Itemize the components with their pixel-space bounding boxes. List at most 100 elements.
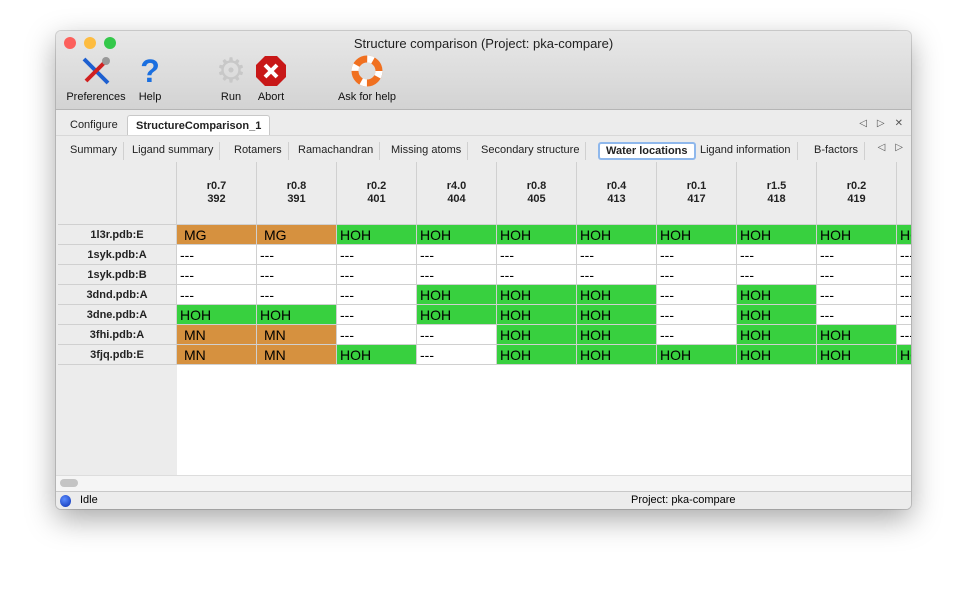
table-cell[interactable]: HOH: [497, 225, 577, 245]
run-button[interactable]: ⚙ Run: [214, 52, 248, 103]
table-cell[interactable]: HOH: [337, 345, 417, 365]
column-header[interactable]: r0.7 392: [177, 162, 257, 225]
table-cell[interactable]: MG: [177, 225, 257, 245]
table-cell[interactable]: HOH: [817, 345, 897, 365]
table-cell[interactable]: MN: [177, 325, 257, 345]
table-cell[interactable]: HOH: [737, 345, 817, 365]
zoom-window-button[interactable]: [104, 37, 116, 49]
column-header[interactable]: r4.0 404: [417, 162, 497, 225]
table-cell[interactable]: HOH: [897, 345, 911, 365]
table-cell[interactable]: ---: [657, 305, 737, 325]
table-cell[interactable]: HOH: [497, 345, 577, 365]
table-cell[interactable]: ---: [497, 245, 577, 265]
table-cell[interactable]: HOH: [577, 285, 657, 305]
scrollbar-thumb[interactable]: [60, 479, 78, 487]
help-button[interactable]: ? Help: [134, 53, 166, 104]
table-cell[interactable]: HOH: [337, 225, 417, 245]
table-cell[interactable]: ---: [337, 265, 417, 285]
table-cell[interactable]: ---: [257, 285, 337, 305]
row-header[interactable]: 3dnd.pdb:A: [58, 285, 177, 305]
table-cell[interactable]: ---: [177, 265, 257, 285]
row-header[interactable]: 3dne.pdb:A: [58, 305, 177, 325]
table-cell[interactable]: ---: [417, 325, 497, 345]
table-cell[interactable]: MN: [257, 345, 337, 365]
table-cell[interactable]: ---: [257, 245, 337, 265]
table-cell[interactable]: ---: [177, 285, 257, 305]
table-cell[interactable]: ---: [897, 265, 911, 285]
abort-button[interactable]: Abort: [252, 55, 290, 103]
table-cell[interactable]: HOH: [577, 225, 657, 245]
row-header[interactable]: 3fjq.pdb:E: [58, 345, 177, 365]
table-cell[interactable]: ---: [817, 245, 897, 265]
table-cell[interactable]: ---: [657, 245, 737, 265]
tab-rotamers[interactable]: Rotamers: [228, 142, 289, 160]
preferences-button[interactable]: Preferences: [62, 55, 130, 103]
tab-scroll-left-icon[interactable]: ◁: [859, 118, 867, 129]
tab-summary[interactable]: Summary: [64, 142, 125, 160]
table-cell[interactable]: HOH: [817, 225, 897, 245]
table-cell[interactable]: HOH: [497, 285, 577, 305]
table-cell[interactable]: ---: [817, 285, 897, 305]
table-cell[interactable]: MN: [177, 345, 257, 365]
table-cell[interactable]: ---: [337, 285, 417, 305]
table-cell[interactable]: ---: [737, 265, 817, 285]
table-cell[interactable]: HOH: [817, 325, 897, 345]
table-cell[interactable]: HOH: [417, 305, 497, 325]
tab-b-factors[interactable]: B-factors: [808, 142, 866, 160]
table-cell[interactable]: ---: [657, 285, 737, 305]
subtab-scroll-right-icon[interactable]: ▷: [895, 142, 903, 153]
table-cell[interactable]: ---: [897, 305, 911, 325]
table-cell[interactable]: HOH: [657, 225, 737, 245]
horizontal-scrollbar[interactable]: [56, 475, 911, 491]
table-cell[interactable]: ---: [577, 265, 657, 285]
table-cell[interactable]: HOH: [177, 305, 257, 325]
table-cell[interactable]: ---: [417, 345, 497, 365]
table-cell[interactable]: ---: [497, 265, 577, 285]
tab-missing-atoms[interactable]: Missing atoms: [385, 142, 469, 160]
column-header[interactable]: r0.1 417: [657, 162, 737, 225]
column-header[interactable]: [897, 162, 911, 225]
column-header[interactable]: r1.5 418: [737, 162, 817, 225]
table-cell[interactable]: HOH: [737, 225, 817, 245]
table-cell[interactable]: HOH: [417, 225, 497, 245]
table-cell[interactable]: HOH: [737, 325, 817, 345]
tab-scroll-right-icon[interactable]: ▷: [876, 118, 885, 129]
table-cell[interactable]: MG: [257, 225, 337, 245]
tab-water-locations[interactable]: Water locations: [598, 142, 696, 160]
tab-configure[interactable]: Configure: [70, 119, 118, 131]
row-header[interactable]: 1syk.pdb:B: [58, 265, 177, 285]
row-header[interactable]: 1syk.pdb:A: [58, 245, 177, 265]
row-header[interactable]: 1l3r.pdb:E: [58, 225, 177, 245]
table-cell[interactable]: HOH: [257, 305, 337, 325]
minimize-window-button[interactable]: [84, 37, 96, 49]
table-cell[interactable]: ---: [897, 325, 911, 345]
table-cell[interactable]: ---: [337, 305, 417, 325]
table-cell[interactable]: ---: [177, 245, 257, 265]
table-cell[interactable]: ---: [897, 245, 911, 265]
ask-for-help-button[interactable]: Ask for help: [332, 55, 402, 103]
tab-structure-comparison[interactable]: StructureComparison_1: [127, 115, 271, 135]
table-cell[interactable]: ---: [897, 285, 911, 305]
column-header[interactable]: r0.2 419: [817, 162, 897, 225]
tab-secondary-structure[interactable]: Secondary structure: [475, 142, 587, 160]
column-header[interactable]: r0.8 405: [497, 162, 577, 225]
tab-ramachandran[interactable]: Ramachandran: [292, 142, 381, 160]
table-cell[interactable]: HOH: [577, 325, 657, 345]
tab-ligand-information[interactable]: Ligand information: [694, 142, 798, 160]
table-cell[interactable]: ---: [577, 245, 657, 265]
column-header[interactable]: r0.2 401: [337, 162, 417, 225]
table-cell[interactable]: MN: [257, 325, 337, 345]
table-cell[interactable]: HOH: [897, 225, 911, 245]
table-cell[interactable]: HOH: [657, 345, 737, 365]
close-tab-icon[interactable]: ✕: [894, 118, 903, 129]
close-window-button[interactable]: [64, 37, 76, 49]
table-cell[interactable]: ---: [417, 265, 497, 285]
table-cell[interactable]: ---: [337, 245, 417, 265]
table-cell[interactable]: HOH: [737, 285, 817, 305]
table-cell[interactable]: ---: [817, 265, 897, 285]
table-cell[interactable]: ---: [657, 265, 737, 285]
table-cell[interactable]: ---: [337, 325, 417, 345]
table-cell[interactable]: ---: [257, 265, 337, 285]
table-cell[interactable]: HOH: [497, 305, 577, 325]
table-cell[interactable]: ---: [657, 325, 737, 345]
